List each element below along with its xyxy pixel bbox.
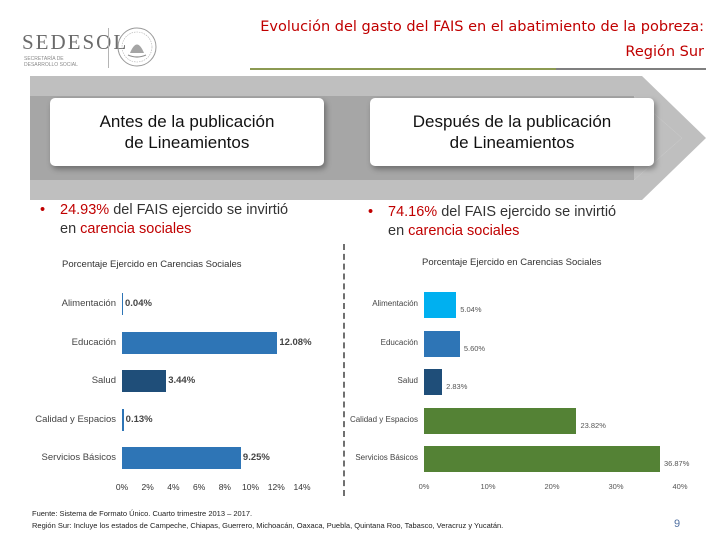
- after-bullet-text: del FAIS ejercido se invirtió: [437, 204, 617, 220]
- chart-1-bar: [424, 330, 460, 357]
- chart-1-bar: [424, 446, 660, 472]
- before-bullet-percent: 24.93%: [60, 202, 110, 218]
- before-heading-line-2: de Lineamientos: [124, 133, 250, 152]
- chart-1-bar: [424, 292, 457, 318]
- chart-1-tick-label: 20%: [544, 482, 560, 491]
- after-heading-box: Después de la publicación de Lineamiento…: [370, 98, 654, 166]
- page-title: Evolución del gasto del FAIS en el abati…: [260, 15, 704, 65]
- chart-1-tick-label: 40%: [672, 482, 688, 491]
- chart-0-category-label: Calidad y Espacios: [35, 413, 116, 425]
- chart-1-category-label: Servicios Básicos: [355, 453, 418, 462]
- chart-1-category-label: Calidad y Espacios: [349, 414, 418, 424]
- chart-1-value-label: 5.04%: [460, 305, 482, 314]
- mexico-seal-icon: [117, 27, 157, 67]
- source-note: Fuente: Sistema de Formato Único. Cuarto…: [32, 508, 503, 532]
- logo-divider: [108, 28, 109, 68]
- right-chart-title: Porcentaje Ejercido en Carencias Sociale…: [422, 257, 602, 268]
- sedesol-logo-text: SEDESOL: [22, 30, 129, 54]
- source-line-2: Región Sur: Incluye los estados de Campe…: [32, 521, 504, 530]
- sedesol-logo-subtitle: SECRETARÍA DE DESARROLLO SOCIAL: [24, 56, 78, 68]
- after-bullet-highlight: carencia sociales: [408, 223, 520, 239]
- chart-1-bar: [424, 407, 577, 434]
- chart-1-category-label: Alimentación: [372, 299, 418, 308]
- before-bullet-text-2: en: [60, 221, 81, 237]
- chart-1-category-label: Educación: [380, 337, 418, 347]
- chart-1-bar: [424, 369, 443, 395]
- chart-0-tick-label: 8%: [218, 482, 231, 492]
- chart-0-bar: [122, 447, 241, 469]
- after-heading-line-2: de Lineamientos: [449, 133, 575, 152]
- chart-0-bar: [122, 370, 167, 392]
- chart-0-value-label: 9.25%: [242, 452, 270, 463]
- title-underline-accent: [250, 68, 556, 70]
- chart-1-value-label: 2.83%: [446, 382, 468, 391]
- chart-1-tick-label: 0%: [418, 482, 430, 491]
- before-bullet-text: del FAIS ejercido se invirtió: [109, 202, 289, 218]
- after-bullet: • 74.16% del FAIS ejercido se invirtió e…: [368, 203, 688, 241]
- chart-0-category-label: Servicios Básicos: [41, 452, 116, 463]
- after-bullet-text-2: en: [388, 223, 409, 239]
- chart-0-tick-label: 10%: [242, 482, 260, 492]
- chart-0-category-label: Alimentación: [61, 298, 116, 309]
- chart-0-tick-label: 6%: [192, 482, 206, 492]
- chart-0-tick-label: 4%: [167, 482, 180, 492]
- title-line-1: Evolución del gasto del FAIS en el abati…: [260, 19, 704, 35]
- chart-1-tick-label: 30%: [608, 482, 624, 491]
- before-heading-box: Antes de la publicación de Lineamientos: [50, 98, 324, 166]
- after-heading-line-1: Después de la publicación: [412, 112, 612, 131]
- chart-0-value-label: 3.44%: [168, 375, 196, 386]
- chart-1-tick-label: 10%: [480, 482, 496, 491]
- section-divider: [343, 244, 345, 496]
- chart-0-category-label: Salud: [91, 375, 116, 386]
- chart-0-value-label: 12.08%: [279, 336, 312, 348]
- chart-1-value-label: 36.87%: [663, 459, 690, 468]
- before-bullet-highlight: carencia sociales: [80, 221, 192, 237]
- chart-0-tick-label: 2%: [141, 482, 154, 492]
- chart-0-value-label: 0.04%: [125, 298, 152, 309]
- bullet-dot-icon: •: [368, 204, 374, 220]
- chart-0-tick-label: 14%: [293, 482, 311, 492]
- before-bullet: • 24.93% del FAIS ejercido se invirtió e…: [40, 201, 360, 239]
- chart-1-value-label: 5.60%: [463, 343, 486, 353]
- chart-0-bar: [122, 331, 278, 354]
- before-heading-line-1: Antes de la publicación: [99, 112, 275, 131]
- chart-0-tick-label: 12%: [267, 482, 285, 492]
- bullet-dot-icon: •: [40, 202, 46, 218]
- chart-0-bar: [122, 293, 123, 315]
- left-chart-title: Porcentaje Ejercido en Carencias Sociale…: [62, 259, 242, 270]
- chart-0-category-label: Educación: [71, 336, 116, 348]
- source-line-1: Fuente: Sistema de Formato Único. Cuarto…: [32, 509, 253, 518]
- page-number: 9: [674, 518, 681, 530]
- chart-1-value-label: 23.82%: [580, 420, 606, 430]
- chart-0-bar: [122, 408, 124, 431]
- chart-0-tick-label: 0%: [115, 482, 129, 492]
- chart-1-category-label: Salud: [397, 376, 418, 385]
- after-bullet-percent: 74.16%: [388, 204, 438, 220]
- title-line-2: Región Sur: [625, 44, 704, 60]
- chart-0-value-label: 0.13%: [125, 413, 153, 425]
